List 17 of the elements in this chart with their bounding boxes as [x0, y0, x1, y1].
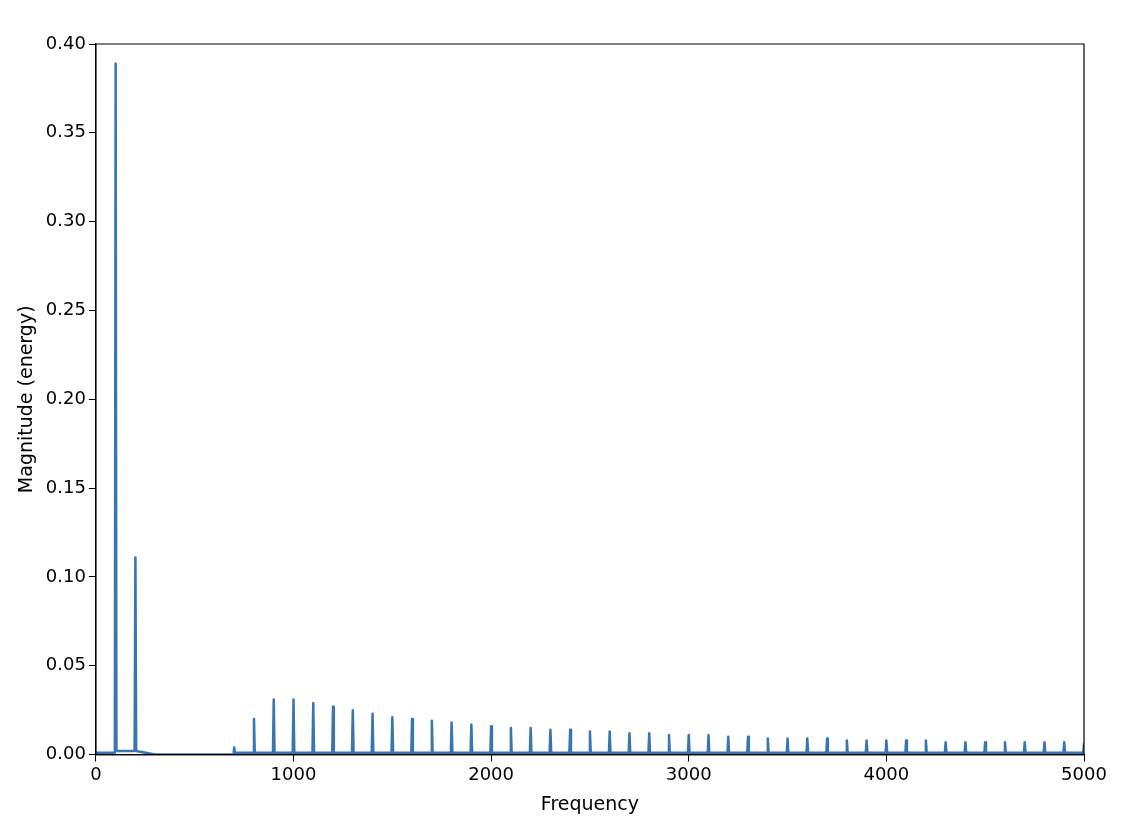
x-tick-label: 5000: [1061, 763, 1107, 785]
y-tick-label: 0.25: [45, 298, 86, 320]
x-tick-label: 0: [90, 763, 102, 785]
y-axis-title: Magnitude (energy): [14, 305, 37, 494]
y-tick-label: 0.05: [45, 653, 86, 675]
y-tick-label: 0.00: [45, 742, 86, 764]
y-tick-label: 0.40: [45, 31, 86, 53]
y-tick-label: 0.10: [45, 564, 86, 586]
y-tick-label: 0.20: [45, 386, 86, 408]
x-axis-title: Frequency: [540, 791, 640, 814]
x-tick-label: 1000: [270, 763, 317, 785]
x-tick-label: 3000: [665, 763, 712, 785]
x-tick-label: 4000: [863, 763, 910, 785]
y-tick-label: 0.30: [45, 209, 86, 231]
y-tick-label: 0.15: [45, 475, 86, 497]
x-tick-label: 2000: [468, 763, 515, 785]
y-tick-label: 0.35: [45, 120, 86, 142]
